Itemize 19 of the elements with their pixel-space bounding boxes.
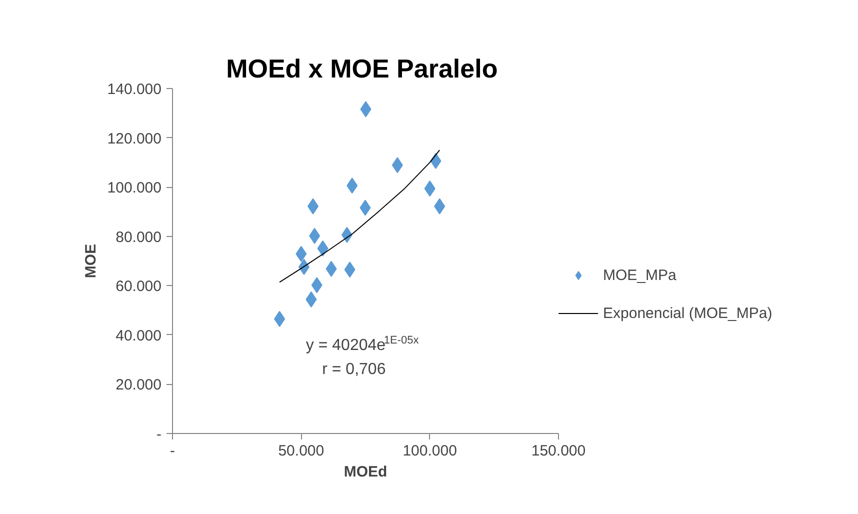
x-tick-label: - xyxy=(170,442,175,460)
y-tick-label: 20.000 xyxy=(116,376,162,394)
y-tick-label: 40.000 xyxy=(116,327,162,344)
x-axis-title: MOEd xyxy=(344,464,388,480)
y-tick-label: 140.000 xyxy=(107,81,162,98)
y-tick-label: 120.000 xyxy=(107,130,162,148)
line-series xyxy=(279,150,440,283)
x-tick-label: 150.000 xyxy=(531,442,586,460)
legend-label: Exponencial (MOE_MPa) xyxy=(603,304,772,322)
legend-label: MOE_MPa xyxy=(603,266,676,284)
y-axis-title: MOE xyxy=(82,244,100,278)
y-tick-label: 100.000 xyxy=(107,180,162,197)
y-tick-label: - xyxy=(156,426,162,443)
x-tick-label: 100.000 xyxy=(402,442,457,460)
y-tick-label: 60.000 xyxy=(116,278,162,296)
y-tick-label: 80.000 xyxy=(116,228,162,246)
annotation: r = 0,706 xyxy=(322,361,386,378)
chart-title: MOEd x MOE Paralelo xyxy=(226,54,498,84)
x-tick-label: 50.000 xyxy=(278,442,324,460)
